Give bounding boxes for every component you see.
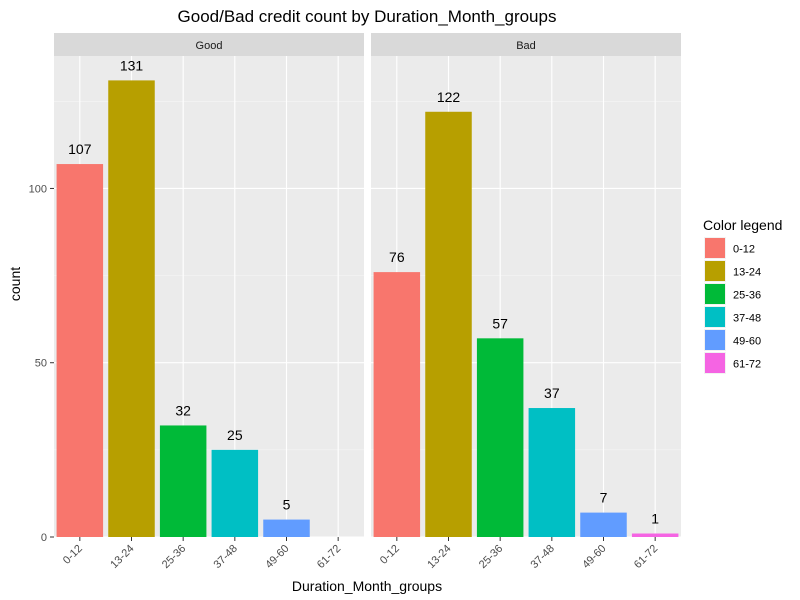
bar-bad-25-36 (476, 338, 524, 537)
bar-good-13-24 (108, 80, 155, 537)
y-tick-label: 100 (29, 183, 47, 195)
facet-strip-label: Bad (516, 40, 536, 52)
legend-title: Color legend (703, 217, 782, 233)
legend-label: 49-60 (733, 336, 761, 348)
legend-key-13-24 (705, 261, 725, 281)
bar-bad-61-72 (631, 533, 679, 537)
x-axis-title: Duration_Month_groups (292, 578, 442, 594)
facet-strip-label: Good (196, 40, 223, 52)
x-tick-label: 61-72 (315, 543, 343, 571)
panel-background (371, 56, 681, 537)
facet-strip (54, 33, 364, 56)
bar-good-37-48 (211, 449, 259, 537)
x-tick-label: 61-72 (632, 543, 660, 571)
legend-label: 0-12 (733, 244, 755, 256)
legend-key-25-36 (705, 284, 725, 304)
x-tick-label: 37-48 (212, 543, 240, 571)
legend-label: 37-48 (733, 313, 761, 325)
x-tick-label: 0-12 (61, 543, 85, 567)
bar-data-label: 57 (492, 315, 508, 331)
x-tick-label: 49-60 (263, 543, 291, 571)
y-axis-title: count (7, 267, 23, 301)
y-tick-label: 50 (35, 358, 47, 370)
legend-key-37-48 (705, 307, 725, 327)
chart-title: Good/Bad credit count by Duration_Month_… (178, 7, 557, 26)
bar-bad-37-48 (528, 408, 576, 537)
legend-key-61-72 (705, 353, 725, 373)
bar-data-label: 25 (227, 427, 243, 443)
bar-data-label: 1 (651, 511, 659, 527)
y-tick-label: 0 (41, 532, 47, 544)
bar-data-label: 76 (389, 249, 405, 265)
panel-background (54, 56, 364, 537)
bar-data-label: 37 (544, 385, 560, 401)
x-tick-label: 0-12 (378, 543, 402, 567)
legend-label: 25-36 (733, 290, 761, 302)
bar-good-25-36 (159, 425, 207, 537)
x-tick-label: 13-24 (425, 543, 453, 571)
facet-strip (371, 33, 681, 56)
bar-good-49-60 (263, 519, 310, 537)
bar-bad-49-60 (580, 512, 627, 537)
x-tick-label: 25-36 (477, 543, 505, 571)
facet-panel-good: Good 107 0-12 131 13-24 32 25-36 25 37-48 5 49-60 6… (29, 33, 364, 571)
legend-label: 13-24 (733, 267, 761, 279)
bar-data-label: 122 (437, 89, 461, 105)
facet-panel-bad: Bad 76 0-12 122 13-24 57 25-36 37 37-48 7 49-60 1 61… (371, 33, 681, 571)
legend-key-49-60 (705, 330, 725, 350)
bar-bad-0-12 (373, 272, 421, 537)
bar-good-0-12 (56, 164, 104, 537)
legend-label: 61-72 (733, 359, 761, 371)
x-tick-label: 25-36 (160, 543, 188, 571)
x-tick-label: 49-60 (580, 543, 608, 571)
bar-data-label: 107 (68, 141, 92, 157)
bar-data-label: 32 (175, 402, 191, 418)
x-tick-label: 13-24 (108, 543, 136, 571)
bar-data-label: 5 (283, 497, 291, 513)
legend-key-0-12 (705, 238, 725, 258)
x-tick-label: 37-48 (529, 543, 557, 571)
bar-data-label: 7 (600, 490, 608, 506)
bar-data-label: 131 (120, 57, 144, 73)
legend: Color legend 0-12 13-24 25-36 37-48 49-60 61-… (703, 217, 782, 374)
bar-bad-13-24 (425, 111, 472, 537)
